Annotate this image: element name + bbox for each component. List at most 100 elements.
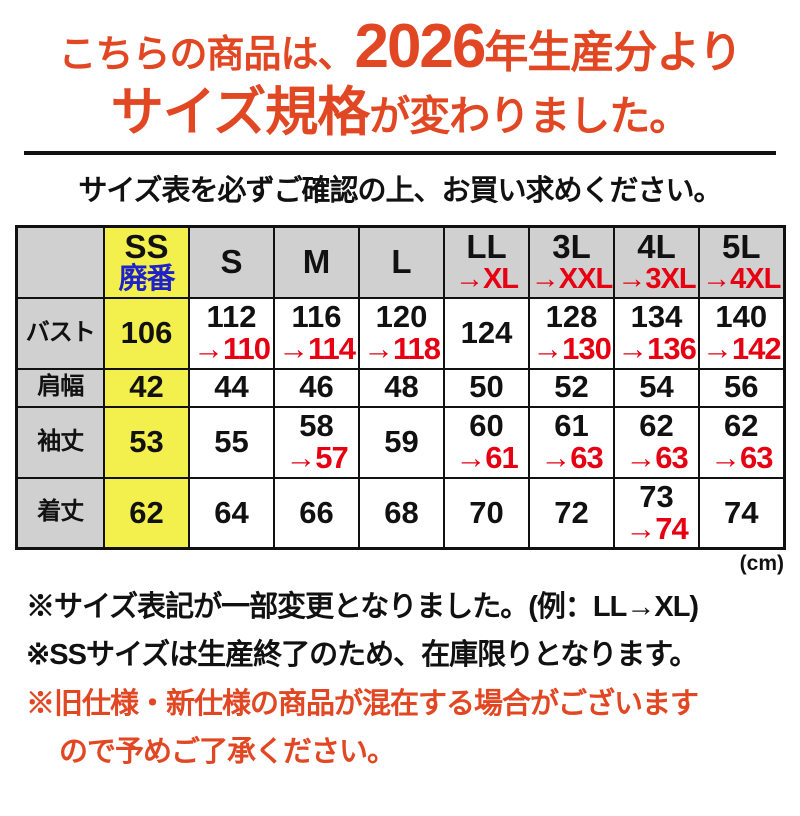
size-label: SS: [124, 228, 169, 266]
size-cell: 62 →63: [698, 405, 785, 479]
size-label: M: [302, 243, 331, 281]
table-row-length: 着丈 62 64 66 68 70 72 73 →74 74: [15, 476, 785, 550]
old-value: 59: [384, 423, 419, 459]
size-cell: 46: [273, 367, 360, 408]
size-cell: 68: [358, 476, 445, 550]
size-cell: 66: [273, 476, 360, 550]
old-value: 61: [554, 407, 589, 443]
table-row-shoulder: 肩幅 42 44 46 48 50 52 54 56: [15, 367, 785, 408]
old-value: 54: [639, 369, 674, 405]
size-cell: 128 →130: [528, 296, 615, 370]
discontinued-label: 廃番: [118, 263, 175, 296]
note-size-label-change: ※サイズ表記が一部変更となりました。(例：LL→XL): [26, 591, 699, 623]
new-value: →63: [625, 440, 688, 475]
column-header-3l: 3L →XXL: [528, 225, 615, 299]
old-value: 73: [639, 478, 674, 514]
banner-line1-prefix: こちらの商品は、: [58, 34, 355, 76]
year-highlight: 2026: [354, 12, 486, 81]
size-standard-emphasis: サイズ規格: [110, 83, 370, 142]
new-value: →57: [285, 440, 348, 475]
old-value: 106: [120, 314, 173, 350]
old-value: 50: [469, 369, 504, 405]
size-cell: 106: [103, 296, 190, 370]
size-cell: 72: [528, 476, 615, 550]
new-value: →110: [192, 331, 271, 366]
table-header-row: SS 廃番 S M L LL →XL 3L →XXL 4L →3XL 5L →4XL: [15, 225, 785, 299]
old-value: 46: [299, 369, 334, 405]
old-value: 140: [715, 298, 768, 334]
size-cell: 112 →110: [188, 296, 275, 370]
size-cell: 48: [358, 367, 445, 408]
size-label: S: [220, 243, 243, 281]
size-label: L: [391, 243, 412, 281]
size-cell: 61 →63: [528, 405, 615, 479]
row-label-sleeve: 袖丈: [15, 405, 105, 479]
banner-line2-suffix: が変わりました。: [369, 93, 690, 139]
table-row-sleeve: 袖丈 53 55 58 →57 59 60 →61 61 →63 62 →63 62 →6…: [15, 405, 785, 479]
banner-line-2: サイズ規格が変わりました。: [0, 86, 800, 139]
old-value: 70: [469, 494, 504, 530]
old-value: 62: [639, 407, 674, 443]
old-value: 112: [206, 298, 257, 334]
size-cell: 53: [103, 405, 190, 479]
column-header-5l: 5L →4XL: [698, 225, 785, 299]
size-cell: 74: [698, 476, 785, 550]
table-row-bust: バスト 106 112 →110 116 →114 120 →118 124 128 →…: [15, 296, 785, 370]
size-label: LL: [466, 228, 507, 266]
old-value: 42: [129, 369, 164, 405]
size-cell: 55: [188, 405, 275, 479]
banner-line1-suffix: 年生産分より: [484, 28, 742, 77]
new-value: →63: [540, 440, 603, 475]
new-value: →142: [701, 331, 782, 366]
size-cell: 59: [358, 405, 445, 479]
size-cell: 60 →61: [443, 405, 530, 479]
old-value: 128: [545, 298, 598, 334]
new-value: →136: [617, 331, 697, 366]
column-header-m: M: [273, 225, 360, 299]
row-label-bust: バスト: [15, 296, 105, 370]
footnotes: ※サイズ表記が一部変更となりました。(例：LL→XL) ※SSサイズは生産終了の…: [26, 588, 776, 771]
old-value: 64: [214, 494, 249, 530]
size-table: SS 廃番 S M L LL →XL 3L →XXL 4L →3XL 5L →4XL バス…: [14, 225, 786, 550]
size-cell: 120 →118: [358, 296, 445, 370]
old-value: 74: [724, 494, 759, 530]
new-size-label: →XXL: [530, 263, 613, 296]
size-cell: 116 →114: [273, 296, 360, 370]
column-header-l: L: [358, 225, 445, 299]
size-label: 3L: [552, 228, 591, 266]
old-value: 72: [554, 494, 589, 530]
size-cell: 62: [103, 476, 190, 550]
new-value: →130: [532, 331, 612, 366]
size-cell: 124: [443, 296, 530, 370]
new-value: →74: [625, 510, 688, 546]
old-value: 66: [299, 494, 334, 530]
size-cell: 58 →57: [273, 405, 360, 479]
new-size-label: →XL: [454, 263, 519, 296]
old-value: 120: [375, 298, 428, 334]
old-value: 116: [291, 298, 342, 334]
size-label: 4L: [637, 228, 676, 266]
column-header-ss: SS 廃番: [103, 225, 190, 299]
old-value: 68: [384, 494, 419, 530]
size-cell: 134 →136: [613, 296, 700, 370]
size-cell: 54: [613, 367, 700, 408]
banner-line-1: こちらの商品は、2026年生産分より: [0, 16, 800, 78]
new-value: →61: [455, 440, 518, 475]
old-value: 52: [554, 369, 589, 405]
old-value: 62: [129, 494, 164, 530]
corner-cell: [15, 225, 105, 299]
old-value: 55: [214, 423, 249, 459]
size-cell: 42: [103, 367, 190, 408]
old-value: 62: [724, 407, 759, 443]
note-ss-discontinued: ※SSサイズは生産終了のため、在庫限りとなります。: [26, 639, 698, 672]
new-value: →118: [362, 331, 441, 366]
size-cell: 73 →74: [613, 476, 700, 550]
banner-title: こちらの商品は、2026年生産分より サイズ規格が変わりました。: [0, 16, 800, 140]
old-value: 60: [469, 407, 504, 443]
old-value: 58: [299, 407, 334, 443]
old-value: 134: [630, 298, 683, 334]
size-cell: 64: [188, 476, 275, 550]
note-mixed-spec-line2: ので予めご了承ください。: [59, 735, 396, 768]
size-cell: 140 →142: [698, 296, 785, 370]
size-label: 5L: [721, 228, 761, 266]
